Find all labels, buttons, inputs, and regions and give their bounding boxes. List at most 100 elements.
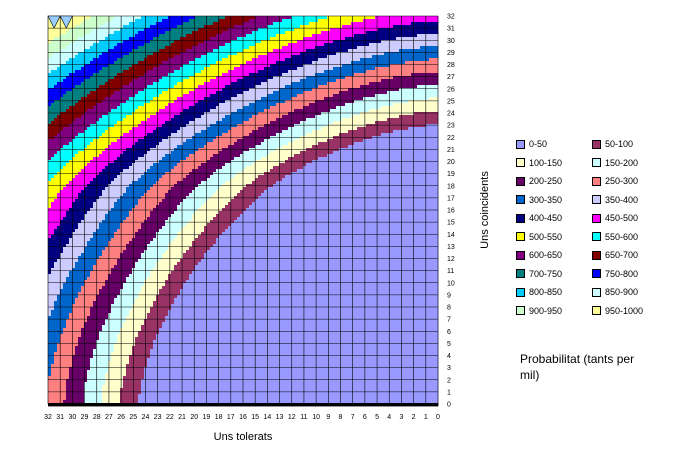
band-cell	[132, 283, 136, 287]
band-cell	[120, 403, 124, 407]
band-cell	[75, 28, 79, 32]
band-cell	[93, 70, 97, 74]
band-cell	[60, 112, 64, 116]
band-cell	[87, 124, 91, 128]
band-cell	[126, 82, 130, 86]
band-cell	[126, 154, 130, 158]
band-cell	[120, 226, 124, 230]
band-cell	[57, 37, 61, 41]
band-cell	[54, 337, 58, 341]
band-cell	[135, 109, 139, 113]
band-cell	[78, 130, 82, 134]
band-cell	[87, 229, 91, 233]
band-cell	[135, 145, 139, 149]
band-cell	[111, 79, 115, 83]
band-cell	[153, 346, 157, 350]
band-cell	[120, 343, 124, 347]
band-cell	[120, 124, 124, 128]
band-cell	[150, 391, 154, 395]
band-cell	[69, 352, 73, 356]
band-cell	[96, 331, 100, 335]
band-cell	[72, 85, 76, 89]
band-cell	[123, 247, 127, 251]
band-cell	[123, 367, 127, 371]
band-cell	[126, 307, 130, 311]
band-cell	[141, 61, 145, 65]
band-cell	[93, 112, 97, 116]
band-cell	[87, 340, 91, 344]
band-cell	[87, 70, 91, 74]
band-cell	[75, 199, 79, 203]
band-cell	[111, 64, 115, 68]
band-cell	[159, 358, 163, 362]
band-cell	[66, 121, 70, 125]
band-cell	[99, 316, 103, 320]
band-cell	[132, 319, 136, 323]
band-cell	[99, 178, 103, 182]
band-cell	[66, 358, 70, 362]
band-cell	[159, 292, 163, 296]
band-cell	[93, 391, 97, 395]
band-cell	[63, 148, 67, 152]
band-cell	[102, 34, 106, 38]
band-cell	[117, 22, 121, 26]
band-cell	[132, 352, 136, 356]
band-cell	[141, 166, 145, 170]
band-cell	[150, 304, 154, 308]
band-cell	[60, 334, 64, 338]
band-cell	[60, 319, 64, 323]
band-cell	[54, 118, 58, 122]
band-cell	[99, 49, 103, 53]
band-cell	[87, 262, 91, 266]
band-cell	[96, 148, 100, 152]
band-cell	[66, 244, 70, 248]
band-cell	[105, 313, 109, 317]
band-cell	[93, 148, 97, 152]
band-cell	[111, 133, 115, 137]
band-cell	[129, 181, 133, 185]
band-cell	[72, 388, 76, 392]
band-cell	[90, 394, 94, 398]
band-cell	[69, 358, 73, 362]
band-cell	[132, 91, 136, 95]
band-cell	[123, 352, 127, 356]
band-cell	[96, 163, 100, 167]
band-cell	[132, 103, 136, 107]
band-cell	[132, 205, 136, 209]
band-cell	[102, 49, 106, 53]
band-cell	[93, 34, 97, 38]
band-cell	[81, 193, 85, 197]
band-cell	[51, 73, 55, 77]
band-cell	[129, 268, 133, 272]
band-cell	[69, 202, 73, 206]
band-cell	[141, 265, 145, 269]
band-cell	[93, 106, 97, 110]
band-cell	[99, 295, 103, 299]
band-cell	[114, 49, 118, 53]
band-cell	[138, 58, 142, 62]
band-cell	[147, 331, 151, 335]
band-cell	[78, 256, 82, 260]
band-cell	[135, 217, 139, 221]
band-cell	[123, 253, 127, 257]
band-cell	[78, 322, 82, 326]
band-cell	[123, 286, 127, 290]
band-cell	[108, 304, 112, 308]
band-cell	[54, 391, 58, 395]
band-cell	[51, 142, 55, 146]
band-cell	[75, 355, 79, 359]
band-cell	[78, 310, 82, 314]
band-cell	[141, 391, 145, 395]
band-cell	[114, 268, 118, 272]
band-cell	[159, 34, 163, 38]
band-cell	[159, 337, 163, 341]
band-cell	[48, 337, 52, 341]
band-cell	[138, 118, 142, 122]
band-cell	[69, 100, 73, 104]
band-cell	[105, 133, 109, 137]
band-cell	[93, 376, 97, 380]
band-cell	[108, 313, 112, 317]
band-cell	[114, 67, 118, 71]
band-cell	[129, 223, 133, 227]
band-cell	[78, 145, 82, 149]
